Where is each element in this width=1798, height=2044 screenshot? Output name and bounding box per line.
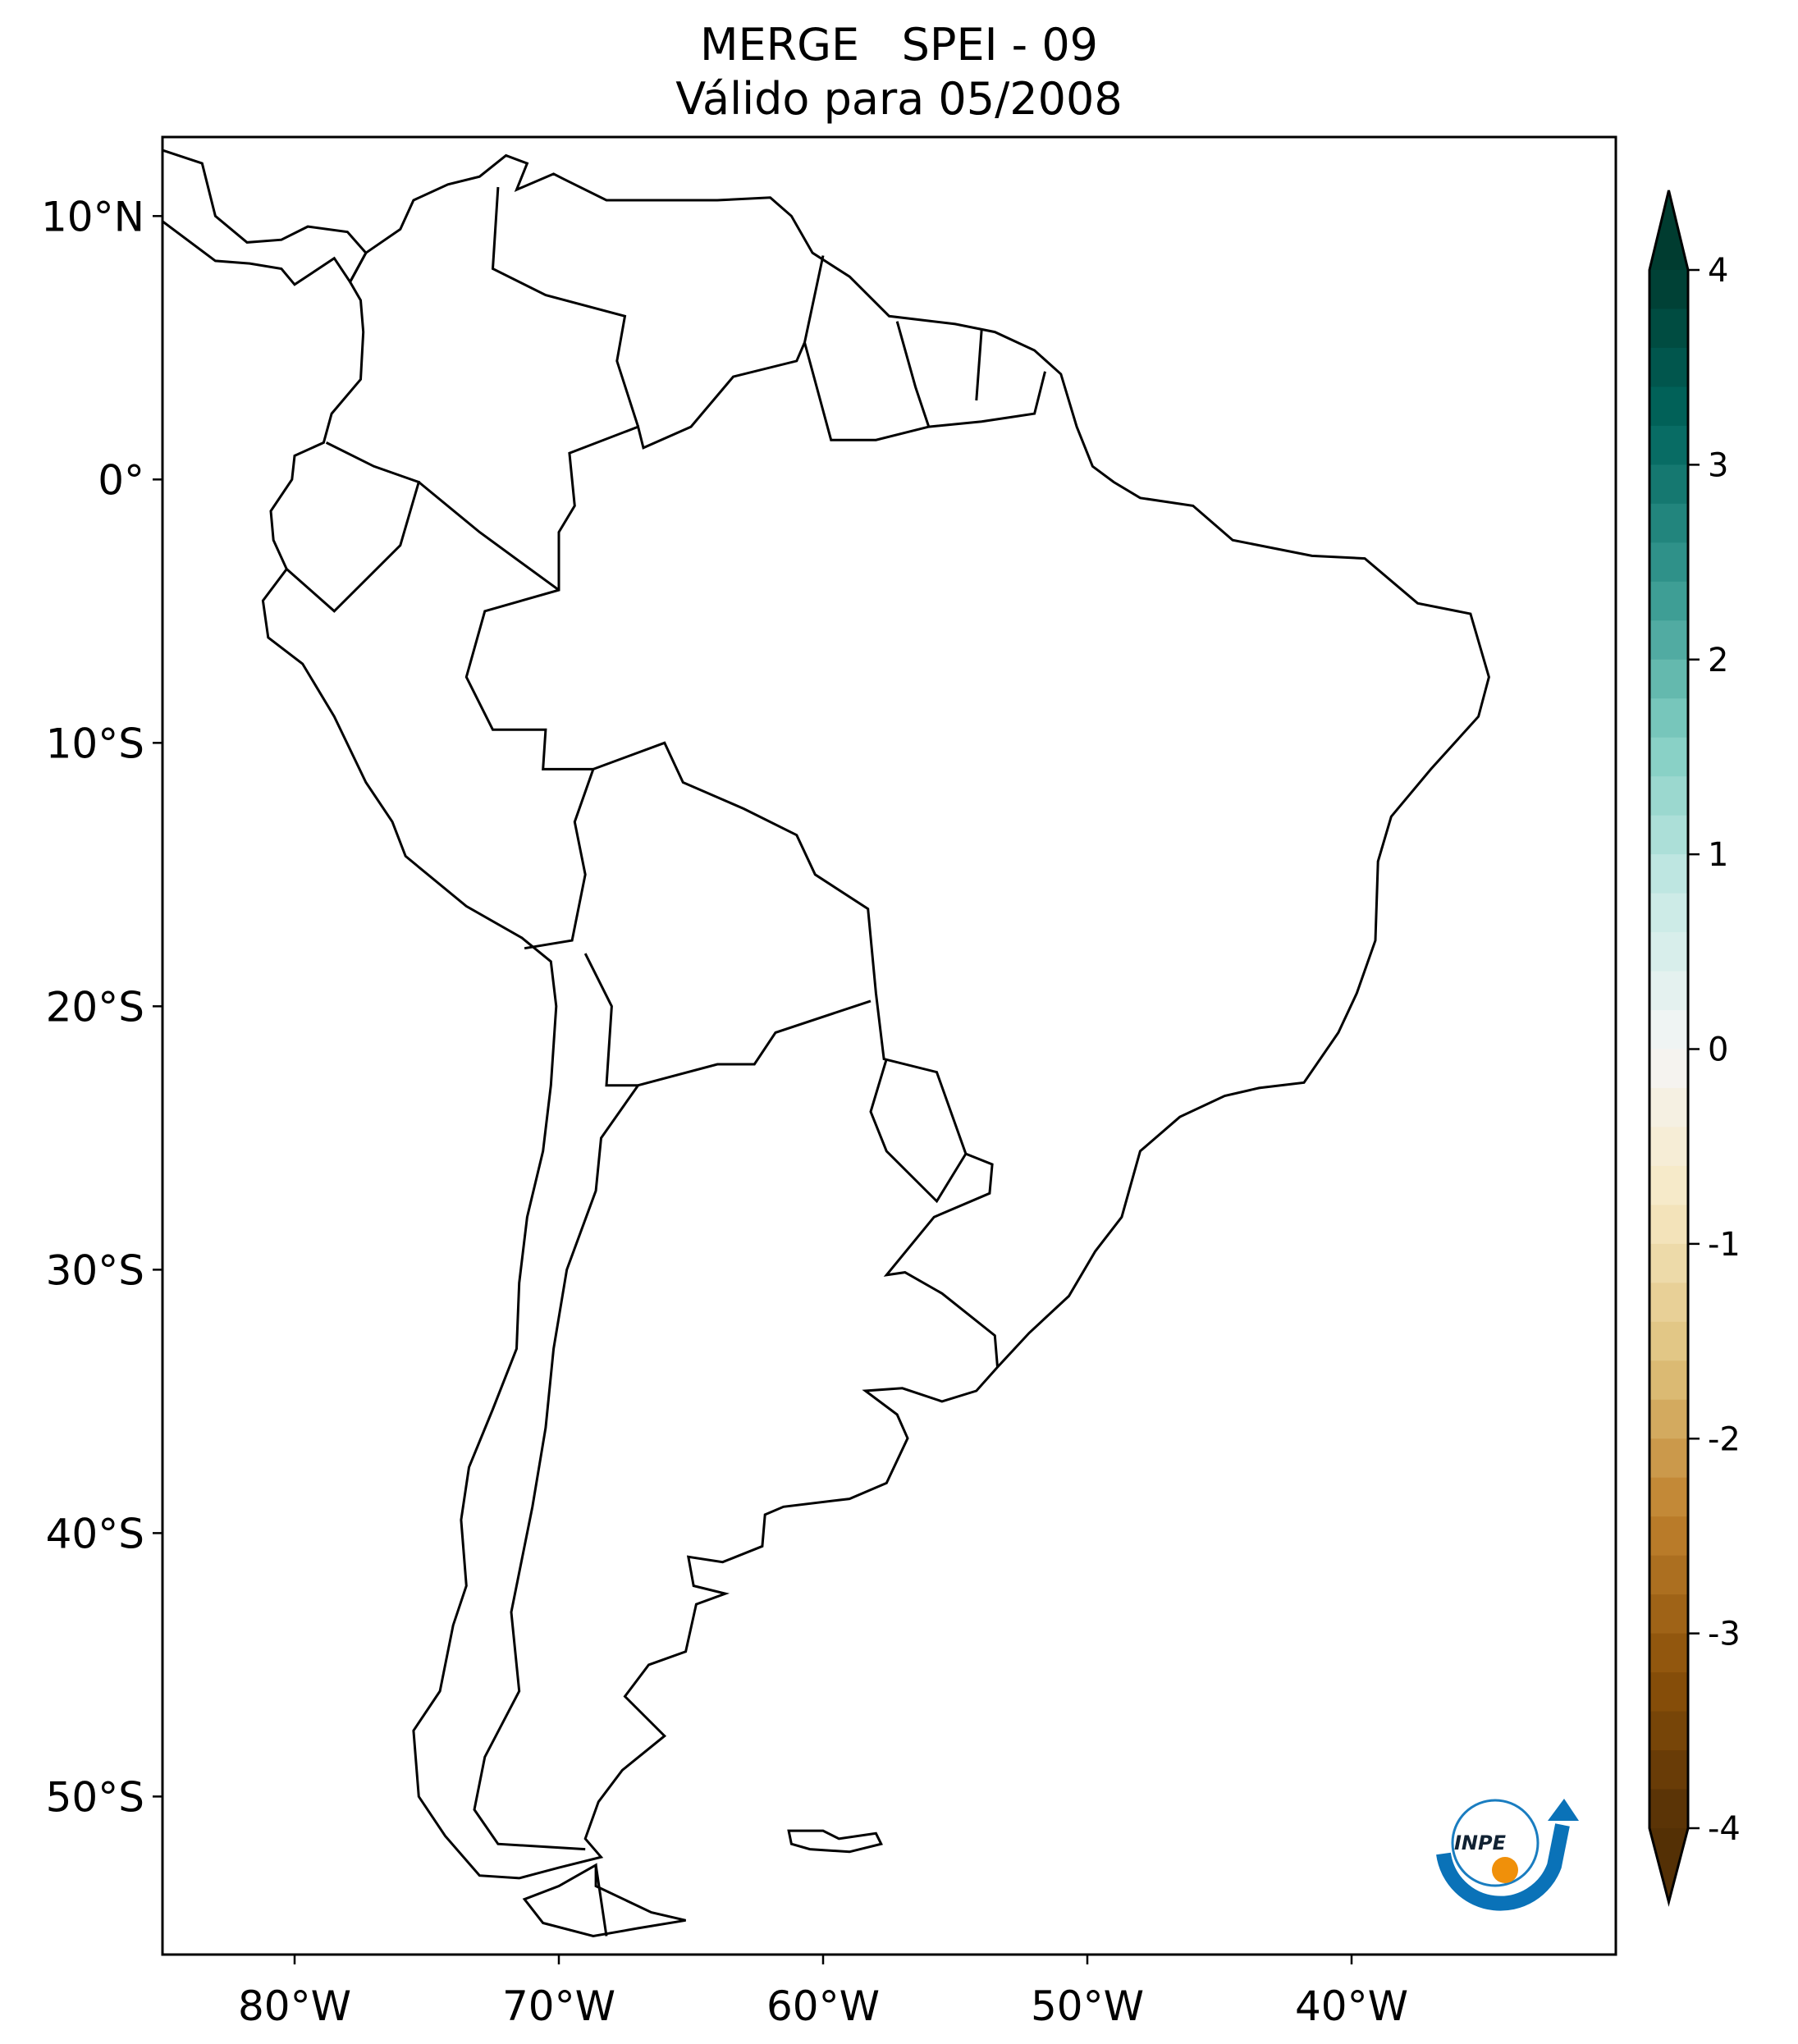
x-axis: 80°W 70°W 60°W 50°W 40°W: [238, 1955, 1408, 2030]
country-border: [895, 321, 931, 428]
colorbar-tick-label: 4: [1708, 252, 1728, 290]
colorbar-segment: [1649, 620, 1688, 661]
colorbar-segment: [1649, 737, 1688, 778]
colorbar-segment: [1649, 270, 1688, 310]
colorbar-segment: [1649, 1205, 1688, 1245]
country-border: [592, 741, 999, 1368]
colorbar-tick-label: -1: [1708, 1226, 1741, 1264]
colorbar-tick-label: 0: [1708, 1031, 1728, 1069]
y-tick-label: 10°S: [46, 720, 144, 767]
colorbar-segment: [1649, 581, 1688, 622]
colorbar-segment: [1649, 971, 1688, 1012]
colorbar-segment: [1649, 854, 1688, 894]
country-border: [473, 953, 641, 1851]
title-line: MERGE SPEI - 09: [699, 19, 1099, 71]
colorbar-segment: [1649, 1633, 1688, 1674]
logo-sun-icon: [1492, 1857, 1518, 1883]
x-tick-label: 50°W: [1031, 1982, 1144, 2030]
colorbar-extend-top: [1649, 190, 1688, 270]
colorbar-segment: [1649, 893, 1688, 934]
colorbar-extend-bottom: [1649, 1828, 1688, 1902]
x-tick-label: 70°W: [502, 1982, 615, 2030]
y-axis: 10°N 0° 10°S 20°S 30°S 40°S 50°S: [41, 193, 162, 1821]
country-border: [975, 329, 983, 401]
country-border: [286, 441, 421, 613]
country-border: [594, 1864, 608, 1937]
colorbar-segment: [1649, 698, 1688, 738]
inpe-logo: INPE: [1436, 1799, 1579, 1911]
colorbar-segment: [1649, 1165, 1688, 1206]
colorbar-segment: [1649, 1594, 1688, 1635]
subtitle-line: Válido para 05/2008: [675, 73, 1123, 125]
y-tick-label: 50°S: [46, 1773, 144, 1821]
colorbar-segment: [1649, 1672, 1688, 1712]
country-border: [638, 999, 872, 1087]
y-tick-label: 0°: [98, 456, 144, 504]
logo-text: INPE: [1454, 1831, 1507, 1854]
plot-frame: [161, 135, 1617, 1956]
colorbar-segment: [1649, 1087, 1688, 1128]
colorbar-segment: [1649, 1243, 1688, 1284]
colorbar-segment: [1649, 1438, 1688, 1479]
coastline: [787, 1829, 883, 1854]
colorbar-segment: [1649, 815, 1688, 856]
colorbar-segment: [1649, 776, 1688, 816]
colorbar-tick-label: 2: [1708, 642, 1728, 679]
colorbar-segment: [1649, 1555, 1688, 1596]
colorbar-tick-label: 1: [1708, 836, 1728, 874]
coastlines-and-borders: [161, 149, 1490, 1938]
y-tick-label: 20°S: [46, 983, 144, 1031]
country-border: [803, 255, 825, 343]
colorbar-tick-label: -4: [1708, 1810, 1741, 1848]
y-tick-label: 30°S: [46, 1246, 144, 1294]
colorbar-segment: [1649, 1516, 1688, 1557]
y-tick-label: 40°S: [46, 1510, 144, 1557]
country-border: [418, 481, 560, 592]
x-tick-label: 80°W: [238, 1982, 351, 2030]
x-tick-label: 60°W: [766, 1982, 880, 2030]
chart-title: MERGE SPEI - 09 Válido para 05/2008: [0, 18, 1798, 126]
colorbar-segment: [1649, 1010, 1688, 1050]
colorbar-segment: [1649, 309, 1688, 349]
colorbar-tick-label: -3: [1708, 1616, 1741, 1653]
colorbar-segment: [1649, 1711, 1688, 1752]
coastline: [161, 149, 368, 286]
plot-area: [162, 137, 1616, 1955]
colorbar-segment: [1649, 347, 1688, 388]
colorbar-segment: [1649, 932, 1688, 972]
colorbar-tick-label: 3: [1708, 446, 1728, 484]
country-border: [869, 1059, 968, 1204]
colorbar-segment: [1649, 1360, 1688, 1401]
coastline: [261, 153, 1490, 1880]
colorbar-segment: [1649, 1127, 1688, 1167]
country-border: [491, 186, 640, 428]
x-tick-label: 40°W: [1295, 1982, 1408, 2030]
colorbar-segment: [1649, 503, 1688, 544]
colorbar-segment: [1649, 659, 1688, 700]
colorbar-segment: [1649, 1789, 1688, 1829]
colorbar-segment: [1649, 425, 1688, 466]
colorbar-segment: [1649, 1477, 1688, 1518]
colorbar-segment: [1649, 464, 1688, 505]
colorbar-segment: [1649, 1750, 1688, 1790]
y-tick-label: 10°N: [41, 193, 144, 240]
colorbar-segment: [1649, 1399, 1688, 1440]
colorbar-segment: [1649, 1321, 1688, 1362]
colorbar-segment: [1649, 1049, 1688, 1089]
colorbar-segment: [1649, 386, 1688, 427]
colorbar-tick-label: -2: [1708, 1420, 1741, 1458]
country-border: [803, 342, 1046, 441]
country-border: [464, 341, 806, 950]
colorbar: 4 3 2 1 0 -1 -2 -3 -4: [1648, 190, 1741, 1907]
colorbar-segment: [1649, 1283, 1688, 1323]
colorbar-segment: [1649, 542, 1688, 583]
coastline: [522, 1863, 686, 1938]
